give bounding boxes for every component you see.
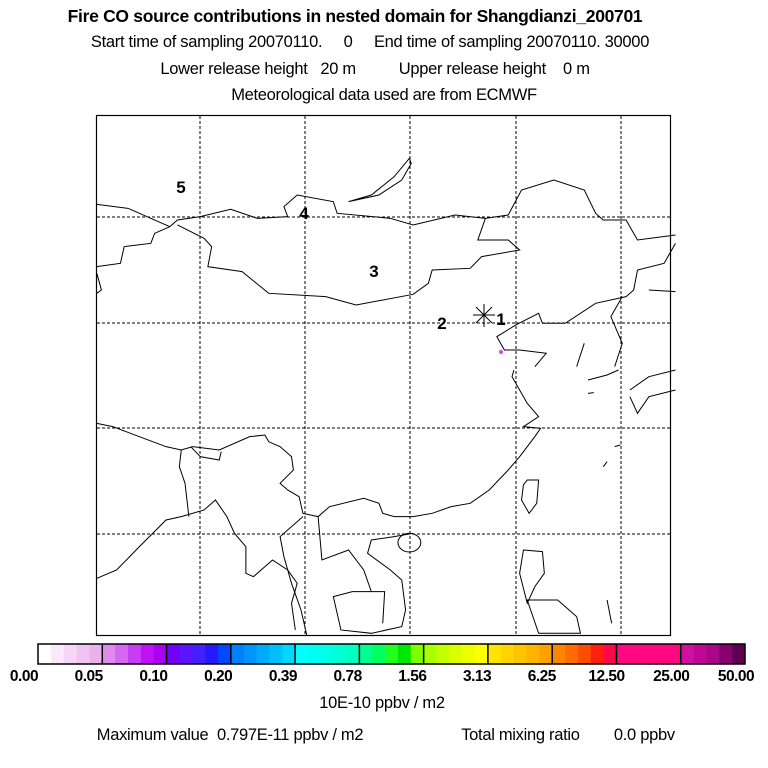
release-heights: Lower release height 20 m Upper release …	[160, 60, 590, 78]
colorbar-cell	[667, 644, 682, 664]
colorbar-cell	[153, 644, 168, 664]
colorbar-cell	[680, 644, 695, 664]
total-mixing-ratio: Total mixing ratio 0.0 ppbv	[461, 726, 675, 744]
colorbar-tick-label: 25.00	[653, 668, 690, 685]
colorbar-tick-label: 0.39	[268, 668, 298, 685]
colorbar-cell	[410, 644, 425, 664]
met-data-source: Meteorological data used are from ECMWF	[231, 86, 537, 104]
colorbar-cell	[693, 644, 707, 664]
colorbar	[37, 643, 746, 665]
colorbar-cell	[449, 644, 463, 664]
colorbar-cell	[642, 644, 656, 664]
colorbar-tick-label: 1.56	[398, 668, 427, 685]
colorbar-cell	[552, 644, 566, 664]
colorbar-cell	[115, 644, 129, 664]
colorbar-cell	[166, 644, 180, 664]
colorbar-cell	[333, 644, 348, 664]
colorbar-cell	[526, 644, 540, 664]
sampling-times: Start time of sampling 20070110. 0 End t…	[90, 33, 650, 51]
colorbar-cell	[205, 644, 219, 664]
colorbar-tick-label: 12.50	[588, 668, 625, 685]
colorbar-cell	[513, 644, 527, 664]
colorbar-cell	[230, 644, 245, 664]
colorbar-tick-label: 0.10	[139, 668, 168, 685]
colorbar-cell	[217, 644, 232, 664]
maximum-value: Maximum value 0.797E-11 ppbv / m2	[96, 726, 364, 744]
map-frame	[95, 114, 672, 637]
coastlines-borders	[97, 158, 676, 635]
graticule	[97, 116, 670, 635]
colorbar-cell	[629, 644, 643, 664]
max-value-cell	[499, 350, 503, 354]
colorbar-cell	[50, 644, 65, 664]
colorbar-cell	[89, 644, 103, 664]
colorbar-cell	[719, 644, 733, 664]
colorbar-cell	[359, 644, 373, 664]
colorbar-cell	[269, 644, 283, 664]
colorbar-cell	[462, 644, 476, 664]
colorbar-cell	[616, 644, 630, 664]
colorbar-cell	[423, 644, 437, 664]
colorbar-frame	[37, 643, 746, 665]
colorbar-cell	[397, 644, 412, 664]
colorbar-cell	[76, 644, 90, 664]
colorbar-tick-label: 0.00	[9, 668, 39, 685]
colorbar-cell	[706, 644, 720, 664]
colorbar-tick-label: 50.00	[717, 668, 755, 685]
colorbar-cell	[385, 644, 399, 664]
colorbar-cell	[320, 644, 335, 664]
colorbar-tick-label: 6.25	[527, 668, 557, 685]
cluster-label-5: 5	[176, 178, 186, 197]
plot-title: Fire CO source contributions in nested d…	[67, 6, 643, 26]
cluster-label-4: 4	[299, 204, 309, 223]
colorbar-cell	[102, 644, 116, 664]
colorbar-tick-label: 0.78	[333, 668, 363, 685]
colorbar-cell	[127, 644, 142, 664]
colorbar-cell	[732, 644, 746, 664]
colorbar-tick-label: 0.05	[74, 668, 104, 685]
receptor-site-marker	[473, 304, 495, 327]
colorbar-cell	[577, 644, 592, 664]
colorbar-cell	[436, 644, 450, 664]
cluster-label-3: 3	[369, 262, 379, 281]
colorbar-cell	[179, 644, 193, 664]
colorbar-cell	[295, 644, 309, 664]
colorbar-cell	[539, 644, 553, 664]
colorbar-cell	[655, 644, 669, 664]
colorbar-cell	[63, 644, 78, 664]
colorbar-cell	[590, 644, 605, 664]
colorbar-cell	[192, 644, 206, 664]
colorbar-cell	[603, 644, 617, 664]
colorbar-cell	[346, 644, 360, 664]
colorbar-cell	[487, 644, 502, 664]
cluster-label-1: 1	[496, 310, 506, 329]
colorbar-unit: 10E-10 ppbv / m2	[319, 694, 445, 712]
cluster-label-2: 2	[437, 314, 447, 333]
colorbar-tick-label: 0.20	[204, 668, 233, 685]
colorbar-cell	[475, 644, 489, 664]
colorbar-cell	[565, 644, 579, 664]
colorbar-cell	[282, 644, 296, 664]
colorbar-cell	[307, 644, 322, 664]
colorbar-cell	[500, 644, 515, 664]
colorbar-cell	[38, 644, 52, 664]
colorbar-cell	[243, 644, 258, 664]
colorbar-tick-label: 3.13	[462, 668, 492, 685]
colorbar-cell	[140, 644, 155, 664]
colorbar-cell	[256, 644, 270, 664]
colorbar-cell	[372, 644, 386, 664]
